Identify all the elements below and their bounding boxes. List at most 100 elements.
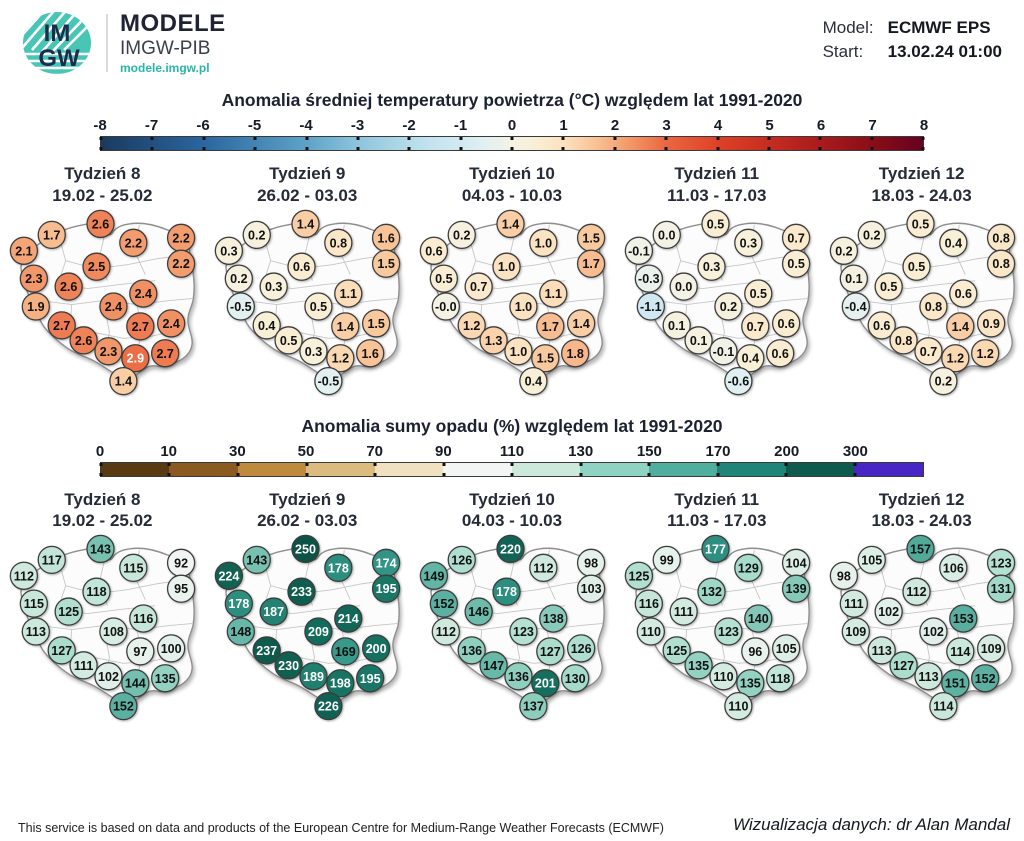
station-circle (940, 343, 970, 372)
station-circle (479, 325, 508, 355)
station-value: 151 (944, 677, 965, 691)
station-value: 1.7 (542, 319, 559, 333)
station-value: 0.5 (787, 257, 804, 271)
station-circle (274, 325, 303, 355)
week-dates: 19.02 - 25.02 (52, 185, 153, 205)
station-value: 189 (303, 670, 324, 684)
station-value: 0.3 (739, 236, 756, 250)
week-title: Tydzień 10 (469, 164, 555, 183)
colorbar-tick: -1 (453, 117, 468, 134)
colorbar-tick-mark (407, 147, 411, 150)
colorbar-segment (237, 462, 307, 476)
colorbar-tick-mark (510, 137, 514, 140)
station-value: 102 (878, 605, 899, 619)
week-title: Tydzień 10 (469, 489, 555, 509)
station-circle (976, 308, 1005, 338)
station-value: 1.4 (502, 217, 519, 231)
week-header: Tydzień 12 18.03 - 24.03 (871, 163, 971, 207)
station-circle (901, 577, 931, 606)
station-value: 125 (628, 569, 649, 583)
colorbar-segment (580, 462, 649, 476)
station-circle (259, 597, 289, 626)
map-cell-week-9: Tydzień 9 26.02 - 03.03 143 250 178 174 224 233… (205, 489, 410, 732)
colorbar-tick-mark (510, 472, 514, 476)
week-dates: 26.02 - 03.03 (257, 185, 358, 205)
week-title: Tydzień 8 (64, 164, 141, 183)
station-circle (531, 669, 560, 698)
station-circle (652, 545, 681, 575)
station-value: 2.5 (88, 260, 105, 274)
station-circle (10, 561, 39, 590)
station-circle (479, 651, 508, 680)
station-circle (304, 291, 333, 321)
station-circle (496, 534, 525, 564)
station-value: 118 (87, 585, 107, 599)
brand-url-link[interactable]: modele.imgw.pl (120, 60, 210, 75)
station-circle (331, 311, 360, 341)
station-circle (636, 617, 665, 646)
week-header: Tydzień 11 11.03 - 17.03 (667, 489, 766, 533)
station-circle (151, 664, 180, 693)
station-circle (529, 553, 558, 583)
station-value: 2.7 (132, 319, 149, 333)
station-circle (226, 617, 256, 646)
station-value: 125 (59, 605, 80, 619)
station-value: 2.4 (135, 287, 152, 301)
station-circle (624, 236, 653, 265)
temperature-panel: Anomalia średniej temperatury powietrza … (0, 90, 1024, 406)
station-circle (662, 310, 691, 340)
station-circle (362, 634, 391, 663)
start-label: Start: (822, 42, 864, 61)
station-value: 2.6 (75, 333, 92, 347)
brand-divider (106, 14, 108, 72)
colorbar-tick-mark (647, 472, 651, 476)
station-value: 0.4 (944, 236, 961, 250)
colorbar-tick-mark (510, 147, 514, 150)
station-value: 0.8 (992, 231, 1009, 245)
colorbar-tick-mark (253, 137, 257, 140)
station-circle (22, 291, 51, 321)
station-value: 0.9 (982, 316, 999, 330)
colorbar-tick: 90 (434, 442, 452, 460)
station-value: 1.5 (368, 316, 385, 330)
station-value: 233 (291, 585, 312, 599)
station-value: 127 (893, 659, 914, 673)
header: IM GW MODELE IMGW-PIB modele.imgw.pl Mod… (0, 0, 1024, 86)
colorbar-tick: 5 (765, 117, 774, 134)
station-circle (224, 589, 254, 618)
station-value: 0.2 (230, 272, 247, 286)
colorbar-tick: 10 (160, 442, 177, 460)
station-value: 97 (134, 645, 148, 659)
station-circle (624, 561, 653, 590)
station-value: 135 (740, 677, 761, 691)
station-circle (684, 325, 713, 355)
station-circle (948, 604, 978, 633)
colorbar-tick-mark (853, 462, 856, 466)
station-circle (82, 577, 112, 606)
week-dates: 11.03 - 17.03 (667, 185, 767, 205)
station-circle (22, 617, 51, 646)
station-circle (129, 604, 158, 633)
station-circle (287, 577, 316, 606)
station-circle (291, 209, 320, 238)
week-header: Tydzień 12 18.03 - 24.03 (871, 489, 971, 533)
station-circle (918, 617, 948, 646)
colorbar-segment (374, 462, 444, 476)
station-value: -0.1 (712, 344, 734, 358)
station-value: 144 (125, 677, 146, 691)
station-value: 1.5 (537, 351, 554, 365)
station-value: 112 (533, 561, 553, 575)
station-circle (496, 209, 525, 238)
station-value: 0.0 (675, 280, 692, 294)
footer: This service is based on data and produc… (0, 815, 1024, 835)
colorbar-segment (785, 462, 855, 476)
station-circle (901, 252, 931, 281)
station-circle (447, 220, 476, 249)
colorbar-tick-mark (818, 147, 822, 150)
station-value: 0.6 (954, 287, 971, 301)
station-circle (839, 589, 868, 618)
station-value: 103 (581, 582, 602, 596)
station-circle (167, 249, 196, 278)
station-circle (109, 691, 138, 721)
station-value: 174 (376, 556, 397, 570)
